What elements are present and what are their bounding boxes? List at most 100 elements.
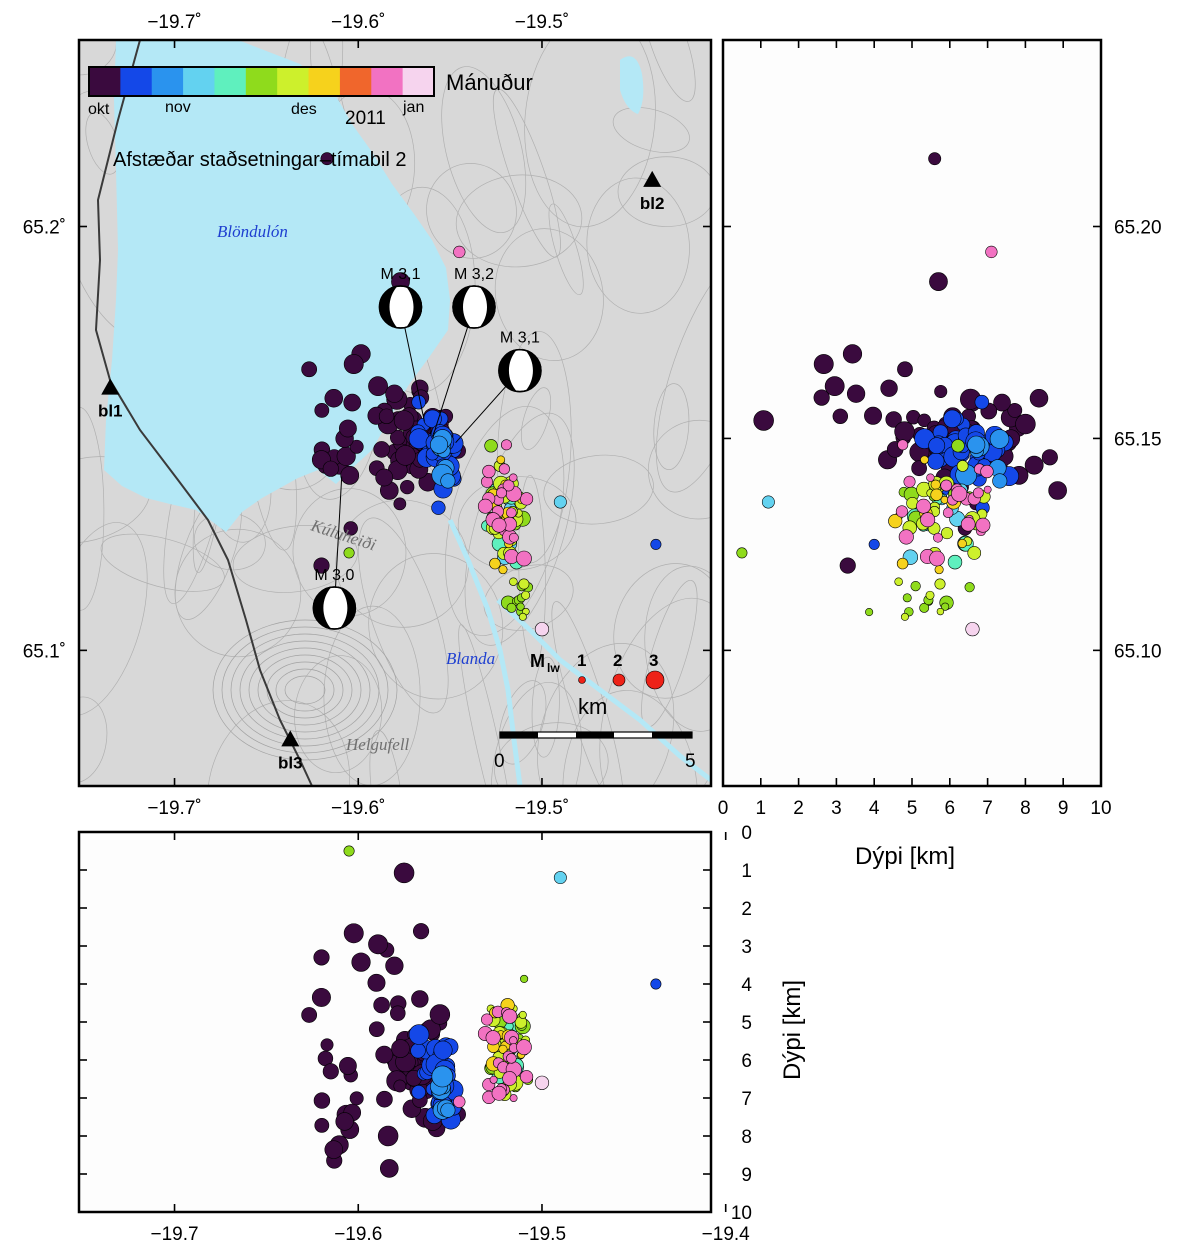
hypocentre-marker-depth [1024, 455, 1044, 475]
depth-y-tick-label: 65.15 [1114, 429, 1162, 450]
magnitude-legend-value-3: 3 [649, 651, 658, 670]
epicentre-marker [343, 393, 362, 412]
hypocentre-marker-lon [506, 1053, 517, 1064]
hypocentre-marker-lon [313, 949, 330, 966]
contour-line [647, 419, 711, 520]
hypocentre-marker-lon [440, 1102, 456, 1118]
hypocentre-marker-depth [895, 505, 908, 518]
epicentre-marker [516, 602, 525, 611]
beachball-rim [378, 285, 423, 329]
longitude-depth-panel [79, 832, 711, 1212]
hypocentre-marker-depth [865, 608, 874, 617]
depth-y-tick-label: 65.20 [1114, 218, 1162, 239]
epicentre-marker [453, 245, 466, 259]
hypocentre-marker-depth [943, 409, 962, 428]
contour-line [464, 412, 575, 646]
contour-line [524, 40, 656, 228]
station-triangle [101, 378, 120, 395]
hypocentre-marker-depth [941, 527, 954, 540]
hypocentre-marker-depth [928, 152, 942, 166]
epicentre-marker [400, 479, 415, 495]
colorbar-segment [245, 67, 278, 96]
hypocentre-marker-depth [956, 460, 969, 472]
epicentre-marker [375, 468, 394, 487]
hypocentre-marker-lon [339, 1057, 357, 1075]
map-x-tick-label: −19.6˚ [331, 12, 385, 33]
hypocentre-marker-lon [410, 1042, 426, 1059]
epicentre-marker [340, 465, 360, 485]
colorbar-segment [183, 67, 215, 96]
hypocentre-marker-depth [964, 582, 975, 593]
hypocentre-marker-depth [885, 411, 902, 428]
epicentre-marker [516, 550, 532, 567]
hypocentre-marker-depth [951, 439, 965, 453]
hypocentre-marker-lon [520, 974, 529, 983]
magnitude-legend-value-1: 1 [577, 651, 586, 670]
hypocentre-marker-lon [502, 1071, 517, 1086]
epicentre-marker [534, 622, 550, 637]
hypocentre-marker-lon [335, 1112, 354, 1131]
hypocentre-marker-lon [385, 956, 404, 975]
hypocentre-marker-depth [929, 550, 945, 567]
epicentre-marker [320, 152, 334, 166]
contour-line [551, 601, 624, 786]
focal-mechanism-label: M 3,1 [381, 266, 421, 283]
map-panel [79, 40, 711, 786]
hypocentre-marker-lon [324, 1140, 344, 1159]
hypocentre-marker-depth [925, 590, 935, 600]
hypocentre-marker-depth [993, 393, 1011, 412]
lon-section-hypocentres [301, 845, 662, 1178]
depth-y-tick-label: 65.10 [1114, 641, 1162, 662]
hypocentre-marker-depth [897, 361, 913, 378]
hypocentre-marker-depth [951, 485, 968, 502]
epicentre-marker [324, 388, 344, 408]
hypocentre-marker-lon [502, 1008, 518, 1024]
hypocentre-marker-depth [930, 488, 943, 501]
hypocentre-marker-lon [412, 923, 430, 940]
hypocentre-marker-depth [900, 612, 909, 621]
epicentre-marker [553, 495, 567, 509]
hypocentre-marker-lon [377, 1125, 399, 1147]
scale-bar-seg-3 [576, 732, 614, 738]
hypocentre-marker-depth [1007, 403, 1023, 418]
colorbar-segment [371, 67, 404, 96]
lon-panel-ticks: −19.7 −19.6 −19.5 −19.4 0 1 2 3 4 5 6 7 8 9 10 [79, 823, 752, 1245]
hypocentre-marker-depth [975, 517, 991, 533]
contour-line [586, 177, 690, 314]
station-triangle [643, 170, 662, 187]
river-label: Blanda [446, 649, 495, 668]
colorbar-label: Mánuður [446, 70, 533, 95]
depth-x-tick-label: 8 [1020, 798, 1031, 819]
contour-line [617, 156, 711, 227]
scale-bar-seg-5 [652, 732, 692, 738]
map-x-tick-label: −19.7˚ [147, 12, 201, 33]
epicentre-marker [314, 403, 330, 418]
epicentre-marker [496, 455, 506, 465]
hypocentre-marker-depth [839, 557, 856, 574]
epicentre-marker [431, 500, 446, 515]
depth-x-tick-label: 4 [869, 798, 880, 819]
contour-line [520, 387, 552, 450]
colorbar-month-jan: jan [402, 99, 424, 116]
river-branch [496, 598, 711, 782]
hypocentre-marker-lon [519, 1070, 534, 1084]
epicentre-marker [491, 517, 507, 533]
depth-section-hypocentres [736, 152, 1067, 637]
hypocentre-marker-depth [967, 435, 986, 454]
hypocentre-marker-lon [481, 1013, 493, 1026]
hypocentre-marker-depth [942, 507, 954, 518]
hypocentre-marker-lon [516, 1039, 532, 1055]
depth-x-tick-label: 3 [831, 798, 842, 819]
contour-line [221, 626, 389, 754]
lon-y-tick-label: 4 [741, 975, 752, 996]
hypocentre-marker-depth [897, 439, 909, 451]
hypocentre-marker-depth [980, 464, 994, 479]
contour-line [537, 643, 675, 786]
hypocentre-marker-depth [916, 498, 931, 514]
depth-x-tick-label: 6 [945, 798, 956, 819]
contour-line [358, 517, 449, 714]
map-y-tick-label: 65.2˚ [23, 218, 66, 239]
contour-line [275, 668, 335, 712]
hypocentre-marker-lon [351, 952, 371, 972]
epicentre-marker [349, 439, 364, 454]
